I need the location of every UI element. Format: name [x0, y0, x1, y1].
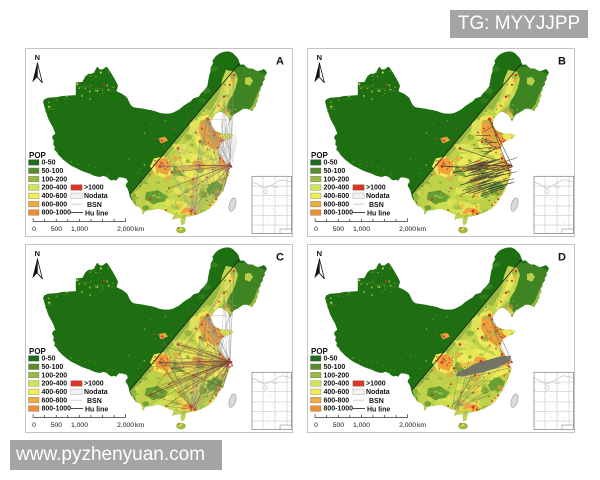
svg-text:B: B	[558, 56, 566, 68]
svg-text:C: C	[276, 252, 284, 264]
svg-text:D: D	[558, 252, 566, 264]
svg-text:A: A	[276, 56, 284, 68]
